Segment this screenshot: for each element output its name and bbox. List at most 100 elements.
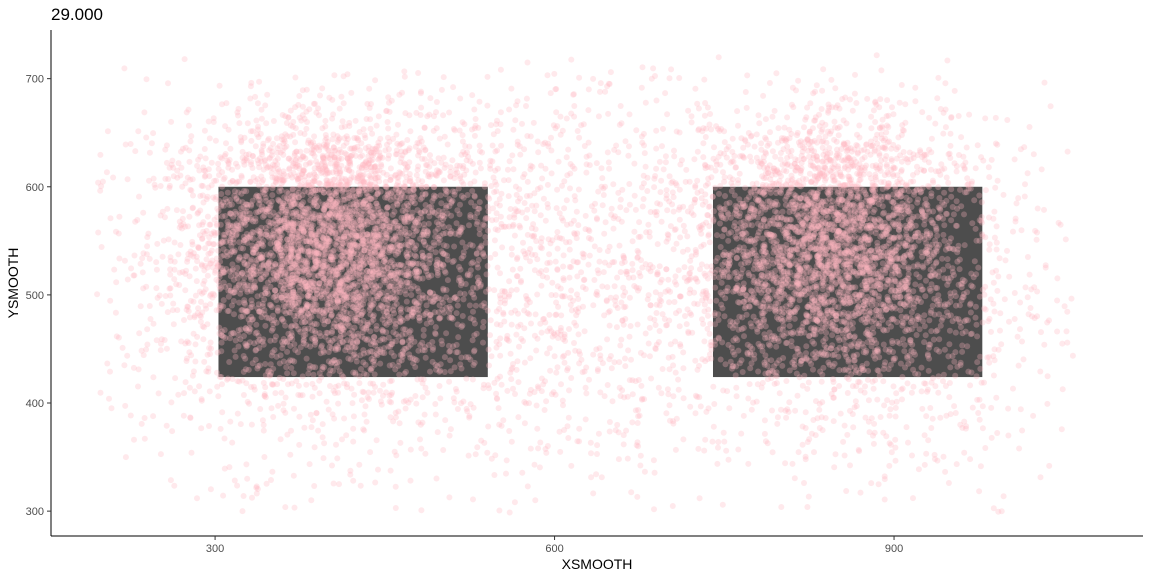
scatter-point (369, 251, 376, 258)
scatter-point (379, 289, 386, 296)
scatter-point (339, 338, 346, 345)
scatter-point (423, 320, 430, 327)
scatter-point (454, 296, 461, 303)
scatter-point (319, 242, 326, 249)
scatter-point (300, 275, 307, 282)
scatter-point (819, 286, 826, 293)
scatter-point (898, 214, 905, 221)
scatter-point (844, 234, 850, 241)
scatter-point (345, 344, 352, 351)
scatter-point (316, 228, 323, 234)
scatter-point (971, 197, 978, 204)
scatter-point (416, 149, 423, 156)
scatter-point (295, 237, 302, 244)
scatter-point (721, 174, 728, 181)
scatter-point (278, 294, 285, 301)
scatter-point (329, 272, 336, 278)
scatter-point (804, 250, 811, 257)
scatter-point (139, 255, 146, 262)
scatter-point (369, 338, 376, 345)
scatter-point (215, 393, 222, 400)
scatter-point (303, 220, 309, 227)
scatter-point (327, 211, 333, 218)
scatter-point (220, 297, 227, 304)
scatter-point (427, 157, 434, 164)
scatter-point (351, 230, 358, 236)
scatter-point (459, 132, 466, 139)
scatter-point (343, 181, 350, 188)
scatter-point (277, 272, 284, 278)
scatter-point (378, 161, 385, 168)
scatter-point (386, 138, 393, 145)
scatter-point (165, 80, 171, 87)
scatter-point (852, 398, 859, 405)
scatter-point (351, 351, 358, 357)
scatter-point (344, 320, 351, 327)
scatter-point (366, 268, 373, 275)
scatter-point (327, 252, 334, 259)
scatter-point (680, 395, 687, 402)
scatter-point (371, 281, 378, 287)
scatter-point (341, 293, 348, 300)
scatter-point (430, 239, 437, 246)
scatter-point (740, 412, 747, 419)
scatter-point (235, 343, 242, 350)
scatter-point (260, 143, 267, 150)
scatter-point (250, 270, 257, 277)
scatter-point (282, 394, 289, 401)
scatter-point (312, 262, 319, 268)
scatter-point (311, 178, 318, 185)
scatter-point (302, 269, 309, 276)
scatter-point (324, 318, 331, 325)
scatter-point (424, 162, 431, 169)
scatter-point (332, 287, 339, 294)
scatter-point (346, 158, 353, 164)
scatter-point (310, 236, 317, 243)
scatter-point (375, 206, 382, 212)
scatter-point (455, 231, 462, 238)
scatter-point (256, 201, 263, 207)
scatter-point (529, 163, 536, 170)
scatter-point (183, 267, 190, 274)
scatter-point (437, 232, 444, 239)
scatter-point (710, 208, 717, 215)
scatter-point (279, 261, 286, 268)
scatter-point (421, 264, 428, 271)
scatter-point (201, 146, 208, 152)
scatter-point (641, 150, 648, 157)
scatter-point (131, 252, 138, 259)
scatter-point (258, 233, 265, 240)
scatter-point (323, 280, 330, 287)
scatter-point (443, 202, 450, 209)
scatter-point (271, 287, 278, 294)
scatter-point (385, 244, 392, 251)
scatter-point (273, 240, 280, 247)
scatter-point (357, 199, 363, 205)
scatter-point (396, 229, 403, 236)
scatter-point (328, 280, 335, 287)
scatter-point (420, 229, 427, 236)
scatter-point (221, 252, 228, 259)
scatter-point (200, 219, 207, 226)
scatter-point (760, 218, 767, 225)
scatter-point (247, 304, 254, 311)
scatter-point (333, 166, 340, 173)
scatter-point (361, 198, 368, 205)
scatter-point (272, 390, 279, 397)
scatter-point (264, 137, 271, 144)
scatter-point (796, 297, 803, 304)
scatter-point (384, 274, 390, 281)
scatter-point (491, 237, 498, 244)
scatter-point (420, 332, 427, 339)
scatter-point (786, 323, 793, 329)
scatter-point (363, 285, 369, 292)
scatter-point (269, 304, 275, 310)
scatter-point (404, 214, 411, 221)
scatter-point (329, 256, 336, 263)
scatter-point (253, 209, 260, 216)
scatter-point (337, 278, 344, 285)
scatter-point (947, 364, 954, 371)
scatter-point (326, 210, 333, 217)
scatter-point (212, 269, 218, 276)
scatter-point (285, 299, 292, 306)
